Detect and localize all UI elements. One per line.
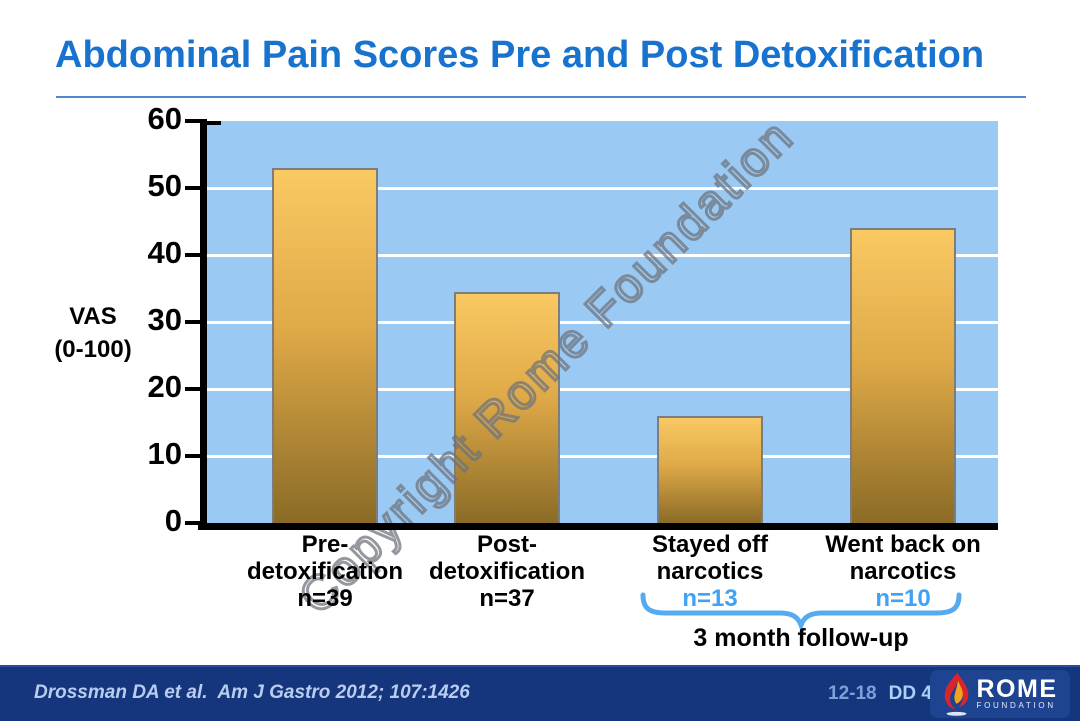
logo-subname: FOUNDATION bbox=[976, 701, 1056, 710]
y-tick-20 bbox=[185, 387, 200, 391]
gridline-50 bbox=[207, 186, 998, 190]
y-tick-30 bbox=[185, 320, 200, 324]
category-label-3-line1: Stayed off bbox=[651, 531, 768, 558]
category-label-2: Post-detoxification n=37 bbox=[397, 531, 617, 612]
bar-1 bbox=[272, 168, 378, 523]
y-tick-label-50: 50 bbox=[147, 168, 182, 203]
rome-foundation-logo: ROME FOUNDATION bbox=[930, 670, 1070, 718]
y-tick-40 bbox=[185, 253, 200, 257]
y-tick-label-20: 20 bbox=[147, 369, 182, 404]
category-n-label-2: n=37 bbox=[479, 585, 535, 612]
y-tick-label-10: 10 bbox=[147, 436, 182, 471]
category-n-label-3: n=13 bbox=[682, 585, 738, 612]
category-label-4-line2: narcotics bbox=[849, 558, 957, 585]
y-tick-50 bbox=[185, 186, 200, 190]
bar-chart-plot-area bbox=[207, 121, 998, 523]
follow-up-annotation: 3 month follow-up bbox=[693, 624, 909, 652]
category-label-1-line2: detoxification bbox=[246, 558, 403, 585]
slide-number: 12-18 bbox=[828, 683, 877, 704]
gridline-30 bbox=[207, 320, 998, 324]
category-label-1-line1: Pre- bbox=[301, 531, 349, 558]
slide-codes: 12-18 DD 4 bbox=[828, 667, 932, 721]
citation-text: Drossman DA et al. Am J Gastro 2012; 107… bbox=[34, 682, 470, 703]
footer-bar: Drossman DA et al. Am J Gastro 2012; 107… bbox=[0, 665, 1080, 721]
y-axis-top-cap bbox=[207, 121, 221, 125]
category-label-2-line2: detoxification bbox=[428, 558, 585, 585]
bar-3 bbox=[657, 416, 763, 523]
category-label-3: Stayed off narcotics n=13 bbox=[600, 531, 820, 612]
category-n-label-1: n=39 bbox=[297, 585, 353, 612]
y-axis-line bbox=[200, 119, 207, 530]
gridline-20 bbox=[207, 387, 998, 391]
gridline-40 bbox=[207, 253, 998, 257]
logo-text-block: ROME FOUNDATION bbox=[976, 675, 1058, 711]
bar-2 bbox=[454, 292, 560, 523]
category-n-label-4: n=10 bbox=[875, 585, 931, 612]
gridline-10 bbox=[207, 454, 998, 458]
bar-4 bbox=[850, 228, 956, 523]
y-tick-60 bbox=[185, 119, 200, 123]
slide-code: DD 4 bbox=[888, 683, 932, 704]
x-axis-line bbox=[198, 523, 998, 530]
category-label-4-line1: Went back on bbox=[825, 531, 981, 558]
category-label-3-line2: narcotics bbox=[656, 558, 764, 585]
y-tick-10 bbox=[185, 454, 200, 458]
y-tick-label-0: 0 bbox=[164, 503, 182, 538]
y-tick-label-30: 30 bbox=[147, 302, 182, 337]
y-axis-label-line1: VAS bbox=[69, 303, 117, 330]
y-tick-label-60: 60 bbox=[147, 101, 182, 136]
follow-up-brace bbox=[640, 592, 962, 632]
category-label-1: Pre-detoxification n=39 bbox=[215, 531, 435, 612]
title-underline bbox=[56, 96, 1026, 98]
y-tick-0 bbox=[185, 521, 200, 525]
y-tick-label-40: 40 bbox=[147, 235, 182, 270]
category-label-4: Went back on narcotics n=10 bbox=[793, 531, 1013, 612]
y-axis-label: VAS (0-100) bbox=[28, 300, 158, 366]
logo-name: ROME bbox=[976, 675, 1058, 703]
flame-icon bbox=[944, 672, 968, 716]
slide-title: Abdominal Pain Scores Pre and Post Detox… bbox=[55, 34, 985, 76]
category-label-2-line1: Post- bbox=[477, 531, 537, 558]
y-axis-label-line2: (0-100) bbox=[54, 336, 132, 363]
